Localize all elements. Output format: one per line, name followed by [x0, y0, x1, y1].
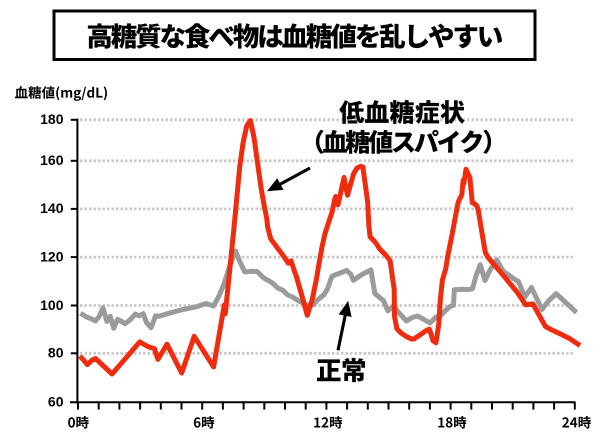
svg-text:80: 80: [48, 345, 64, 361]
svg-text:180: 180: [40, 111, 64, 127]
svg-text:60: 60: [48, 394, 64, 410]
svg-text:160: 160: [40, 152, 64, 168]
svg-text:120: 120: [40, 248, 64, 264]
svg-text:100: 100: [40, 297, 64, 313]
svg-text:140: 140: [40, 200, 64, 216]
